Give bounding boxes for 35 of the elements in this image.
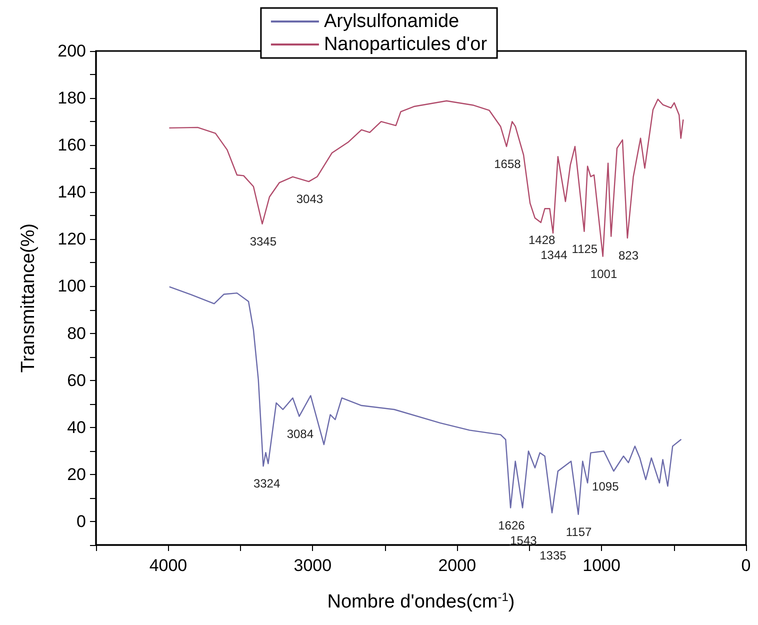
annotation: 1095 [592,479,620,494]
y-tick-label: 100 [58,276,86,296]
y-axis-title: Transmittance(%) [18,223,39,373]
annotation: 1344 [540,248,568,262]
x-tick-label: 2000 [438,556,476,575]
annotation: 3084 [286,426,314,441]
y-tick-label: 160 [58,136,86,155]
x-tick-label: 1000 [582,556,620,575]
annotation: 1125 [572,242,598,256]
annotation: 1157 [566,524,592,539]
y-tick-label: 200 [58,42,86,60]
annotation: 1626 [498,518,526,532]
annotation: 1001 [590,266,618,281]
annotation: 1428 [528,232,556,247]
annotation: 1543 [510,533,538,548]
annotation: 3043 [296,192,324,206]
annotation: 823 [618,248,639,263]
annotation: 1658 [494,157,522,172]
annotation: 3345 [250,234,277,248]
x-tick-label: 0 [741,556,751,575]
x-tick-label: 3000 [294,556,332,575]
y-tick-label: 140 [58,182,86,202]
legend-label: Nanoparticules d'or [324,34,488,55]
y-tick-label: 20 [67,464,86,484]
annotation: 1335 [540,548,567,562]
line-series [169,286,682,516]
y-tick-label: 60 [67,370,86,390]
annotation: 3324 [253,476,280,491]
legend-label: Arylsulfonamide [324,11,460,32]
y-tick-label: 0 [76,512,86,531]
y-tick-label: 80 [67,324,86,343]
y-tick-label: 40 [67,418,86,437]
x-tick-label: 4000 [149,556,188,575]
y-tick-label: 180 [58,88,86,108]
y-tick-label: 120 [58,230,86,249]
